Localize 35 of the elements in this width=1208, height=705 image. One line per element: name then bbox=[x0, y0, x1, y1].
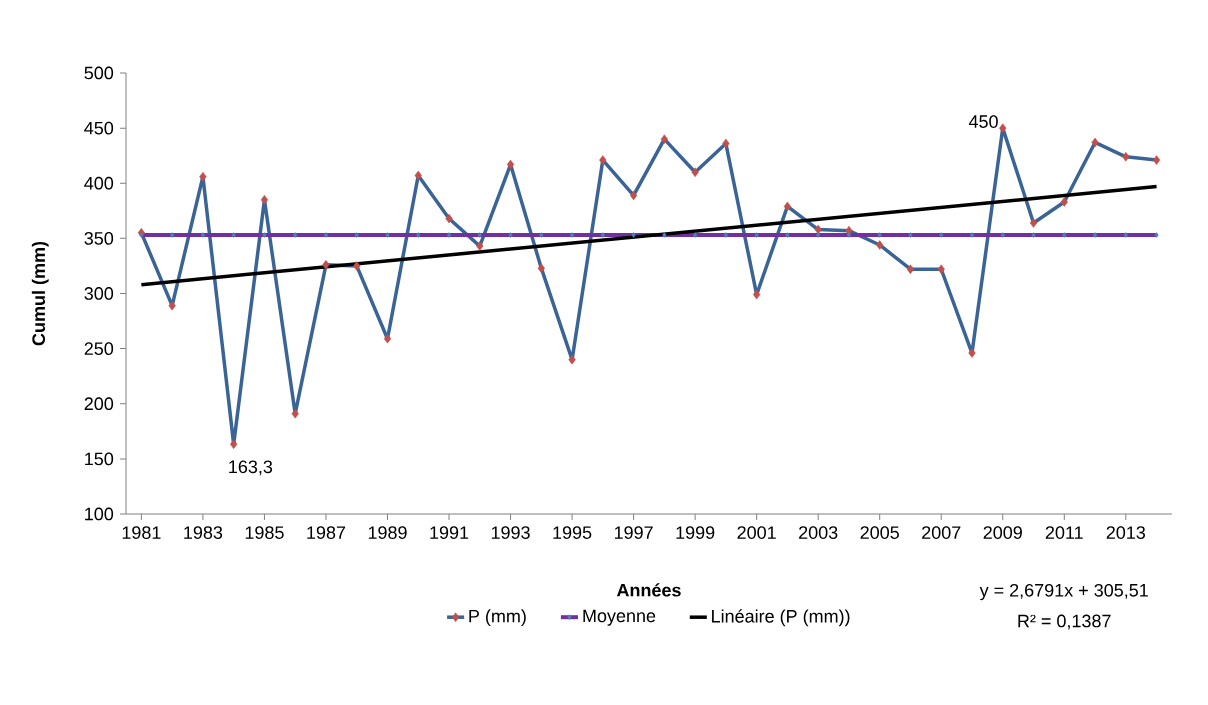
x-tick-label: 1991 bbox=[430, 526, 469, 539]
y-axis-title: Cumul (mm) bbox=[31, 241, 49, 346]
y-tick-label: 450 bbox=[84, 121, 114, 135]
x-tick-label: 2011 bbox=[1045, 526, 1083, 539]
annotation: 450 bbox=[968, 115, 998, 128]
x-tick-label: 1985 bbox=[245, 526, 284, 539]
x-tick-label: 2007 bbox=[922, 526, 961, 539]
y-tick-label: 300 bbox=[84, 287, 114, 300]
y-tick-label: 200 bbox=[84, 397, 114, 411]
y-tick-label: 250 bbox=[84, 342, 114, 355]
annotation: 163,3 bbox=[229, 460, 273, 476]
text: R² = 0,1387 bbox=[1018, 614, 1111, 630]
x-tick-label: 1987 bbox=[307, 526, 346, 539]
x-tick-label: 2009 bbox=[983, 526, 1022, 539]
legend-label: Linéaire (P (mm)) bbox=[712, 609, 850, 627]
legend-label: Moyenne bbox=[583, 609, 656, 626]
x-tick-label: 2001 bbox=[737, 526, 776, 539]
x-tick-label: 1989 bbox=[368, 526, 407, 539]
y-tick-label: 400 bbox=[84, 176, 114, 190]
y-tick-label: 100 bbox=[85, 507, 114, 521]
x-tick-label: 1999 bbox=[676, 526, 715, 539]
y-tick-label: 150 bbox=[85, 452, 114, 466]
y-tick-label: 350 bbox=[84, 231, 114, 245]
x-tick-label: 2013 bbox=[1106, 526, 1146, 539]
x-tick-label: 2005 bbox=[860, 526, 899, 539]
text: y = 2,6791x + 305,51 bbox=[979, 583, 1148, 601]
x-tick-label: 1997 bbox=[614, 526, 653, 539]
x-tick-label: 1981 bbox=[122, 526, 161, 539]
x-tick-label: 1993 bbox=[491, 526, 530, 539]
x-tick-label: 2003 bbox=[799, 526, 838, 539]
x-tick-label: 1995 bbox=[553, 526, 592, 539]
legend-label: P (mm) bbox=[469, 609, 526, 627]
y-tick-label: 500 bbox=[84, 66, 114, 80]
x-tick-label: 1983 bbox=[184, 526, 223, 539]
x-axis-title: Années bbox=[616, 583, 681, 597]
